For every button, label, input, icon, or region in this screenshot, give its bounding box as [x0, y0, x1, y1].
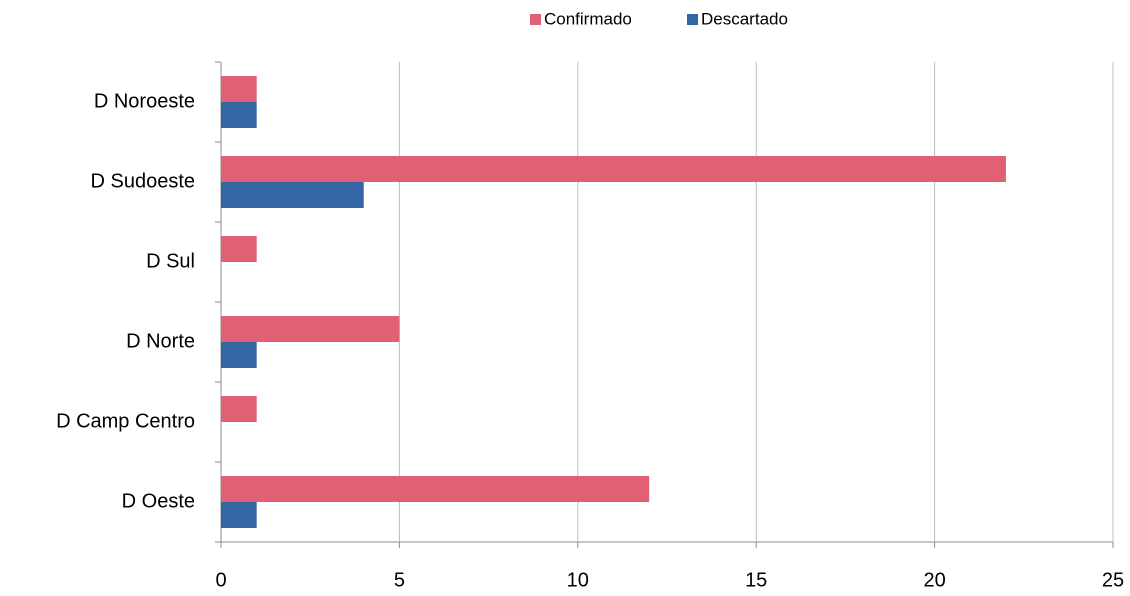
- legend-label: Descartado: [701, 9, 788, 28]
- x-tick-label: 0: [215, 569, 226, 591]
- x-tick-label: 10: [567, 569, 589, 591]
- bar: [221, 102, 257, 128]
- y-tick-label: D Camp Centro: [56, 410, 195, 432]
- x-tick-label: 20: [923, 569, 945, 591]
- x-tick-label: 15: [745, 569, 767, 591]
- y-tick-label: D Noroeste: [94, 90, 195, 112]
- bar: [221, 156, 1006, 182]
- bar: [221, 502, 257, 528]
- x-tick-label: 5: [394, 569, 405, 591]
- bar: [221, 476, 650, 502]
- bar: [221, 236, 257, 262]
- y-tick-label: D Norte: [126, 330, 195, 352]
- bar: [221, 182, 364, 208]
- legend-swatch: [687, 14, 698, 25]
- bar: [221, 396, 257, 422]
- y-tick-label: D Sudoeste: [90, 170, 195, 192]
- x-tick-label: 25: [1102, 569, 1124, 591]
- bar: [221, 76, 257, 102]
- bar: [221, 316, 400, 342]
- legend-swatch: [530, 14, 541, 25]
- y-tick-label: D Oeste: [122, 490, 195, 512]
- bar: [221, 342, 257, 368]
- y-tick-label: D Sul: [146, 250, 195, 272]
- legend-label: Confirmado: [544, 9, 632, 28]
